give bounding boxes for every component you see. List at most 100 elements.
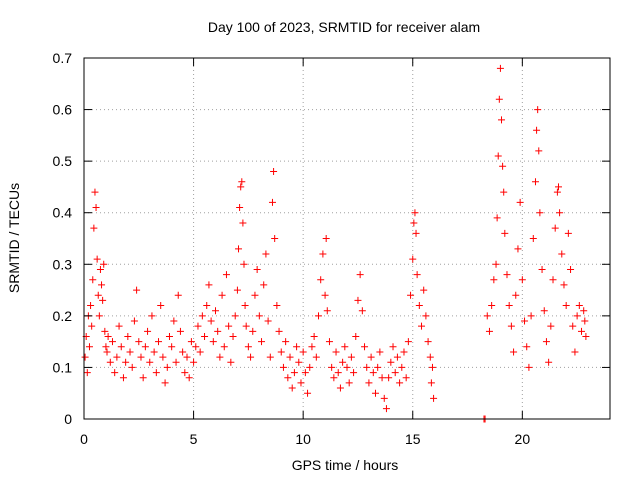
data-point [322, 235, 330, 242]
data-point [345, 379, 353, 387]
data-point [185, 374, 193, 382]
data-point [220, 343, 228, 351]
data-point [393, 353, 401, 361]
data-point [389, 343, 397, 351]
data-point [536, 209, 544, 217]
data-point [521, 317, 529, 325]
data-point [358, 307, 366, 315]
data-point [310, 332, 318, 340]
data-point [207, 317, 215, 325]
data-point [253, 265, 261, 273]
data-point [227, 358, 235, 366]
data-point [500, 188, 508, 196]
y-tick-label: 0.3 [53, 256, 73, 272]
data-point [332, 348, 340, 356]
data-point [205, 281, 213, 289]
data-point [137, 353, 145, 361]
data-point [194, 322, 202, 330]
data-point [410, 219, 418, 227]
data-point [268, 198, 276, 206]
data-point [181, 369, 189, 377]
data-point [168, 343, 176, 351]
y-tick-label: 0.1 [53, 359, 73, 375]
data-point [569, 322, 577, 330]
y-axis-label: SRMTID / TECUs [6, 183, 22, 293]
data-point [270, 167, 278, 175]
data-point [102, 343, 110, 351]
data-point [518, 276, 526, 284]
data-point [409, 255, 417, 263]
axis-ticks [83, 57, 610, 420]
data-point [398, 363, 406, 371]
data-point [420, 286, 428, 294]
data-point [567, 265, 575, 273]
data-point [266, 353, 274, 361]
data-point [122, 358, 130, 366]
data-point [212, 307, 219, 315]
data-point [176, 327, 184, 335]
data-point [553, 188, 561, 196]
data-point [430, 394, 438, 402]
data-point [571, 348, 579, 356]
data-point [531, 178, 539, 186]
data-point [130, 317, 138, 325]
data-point [293, 343, 301, 351]
data-point [104, 332, 112, 340]
data-point [235, 245, 243, 253]
data-point [374, 363, 382, 371]
data-point [258, 338, 266, 346]
data-point [117, 343, 125, 351]
data-point [237, 183, 245, 191]
y-tick-label: 0.5 [53, 153, 73, 169]
data-point [306, 363, 314, 371]
data-point [523, 343, 531, 351]
data-point [493, 214, 501, 222]
data-point [111, 369, 119, 377]
data-point [277, 348, 285, 356]
data-point [284, 374, 292, 382]
data-point [549, 276, 557, 284]
data-point [582, 332, 590, 340]
data-point [317, 276, 325, 284]
plot-frame [83, 57, 611, 420]
data-point [141, 343, 149, 351]
data-point [547, 322, 555, 330]
data-point [352, 332, 360, 340]
data-point [99, 296, 107, 304]
data-point [422, 312, 430, 320]
data-point [255, 312, 263, 320]
data-point [564, 229, 572, 237]
data-point [295, 358, 303, 366]
data-point [198, 312, 206, 320]
data-point [231, 312, 239, 320]
data-point [542, 338, 550, 346]
data-point [347, 353, 355, 361]
data-point [321, 291, 329, 299]
data-point [424, 338, 432, 346]
data-point [365, 379, 373, 387]
data-point [222, 271, 230, 279]
data-point [81, 353, 89, 361]
data-point [165, 332, 173, 340]
data-point [404, 338, 412, 346]
x-axis-label: GPS time / hours [292, 457, 399, 473]
data-point [350, 369, 358, 377]
data-point [391, 369, 399, 377]
data-point [514, 245, 522, 253]
data-point [575, 302, 583, 310]
data-point [540, 307, 548, 315]
data-point [264, 317, 272, 325]
data-point [529, 235, 537, 242]
data-point [179, 348, 187, 356]
data-point [187, 338, 195, 346]
data-point [87, 302, 95, 310]
data-point [241, 302, 249, 310]
data-point [161, 379, 169, 387]
data-point [411, 209, 419, 217]
data-point [91, 188, 99, 196]
data-point [428, 363, 436, 371]
data-point [150, 348, 158, 356]
x-tick-label: 0 [80, 431, 88, 447]
data-point [157, 302, 165, 310]
data-point [98, 281, 106, 289]
